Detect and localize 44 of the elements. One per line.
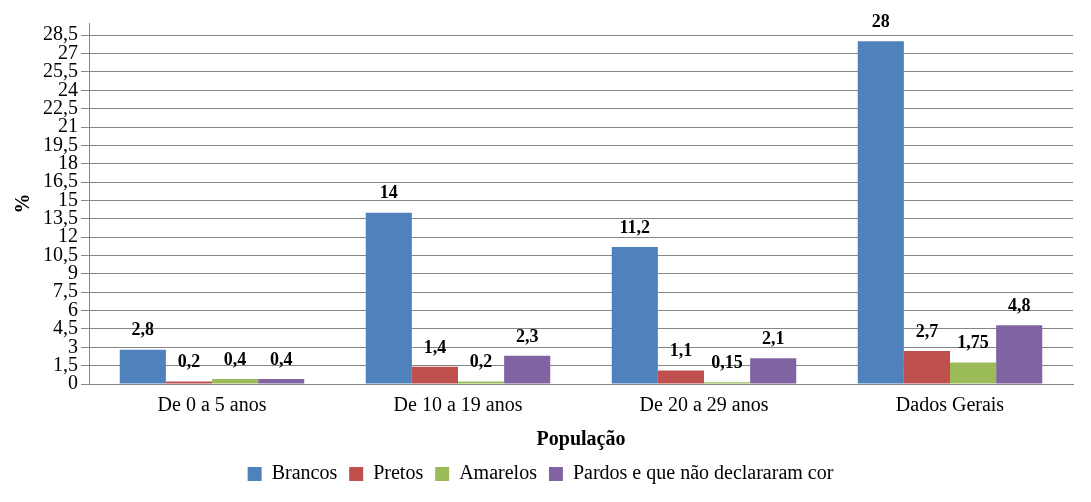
y-tick-label: 28,5 bbox=[43, 22, 78, 45]
bar bbox=[258, 379, 305, 384]
legend-label: Pretos bbox=[373, 461, 424, 484]
legend-label: Pardos e que não declararam cor bbox=[572, 461, 834, 485]
x-tick-label: De 20 a 29 anos bbox=[639, 393, 769, 416]
y-tick-label: 13,5 bbox=[43, 206, 78, 229]
data-label: 0,2 bbox=[177, 351, 201, 372]
bar bbox=[504, 355, 551, 384]
bar bbox=[857, 41, 904, 384]
data-label: 2,1 bbox=[761, 327, 785, 348]
legend-label: Brancos bbox=[271, 461, 338, 484]
y-tick-label: 25,5 bbox=[43, 59, 78, 82]
data-label: 2,8 bbox=[131, 319, 155, 340]
bar bbox=[119, 349, 166, 384]
x-axis-title: População bbox=[536, 427, 626, 451]
bar bbox=[950, 362, 997, 384]
x-tick-label: De 10 a 19 anos bbox=[393, 393, 523, 416]
y-axis-title: % bbox=[11, 193, 34, 214]
data-label: 2,7 bbox=[915, 320, 939, 341]
data-label: 14 bbox=[379, 182, 398, 203]
data-label: 1,1 bbox=[669, 340, 693, 361]
data-label: 1,75 bbox=[957, 332, 989, 353]
data-label: 0,2 bbox=[469, 351, 493, 372]
data-label: 2,3 bbox=[515, 325, 539, 346]
bar bbox=[903, 350, 950, 384]
y-tick-label: 16,5 bbox=[43, 169, 78, 192]
data-label: 4,8 bbox=[1007, 294, 1031, 315]
x-tick-label: Dados Gerais bbox=[895, 393, 1005, 416]
data-label: 0,4 bbox=[223, 348, 247, 369]
bar bbox=[611, 246, 658, 384]
legend-label: Amarelos bbox=[459, 461, 538, 484]
bar bbox=[750, 358, 797, 384]
data-label: 28 bbox=[871, 11, 890, 32]
bar bbox=[212, 379, 259, 384]
bar bbox=[657, 370, 704, 384]
bar bbox=[411, 366, 458, 384]
bar bbox=[996, 325, 1043, 384]
bar bbox=[365, 212, 412, 384]
data-label: 0,15 bbox=[711, 351, 743, 372]
data-label: 0,4 bbox=[269, 348, 293, 369]
x-tick-label: De 0 a 5 anos bbox=[157, 393, 267, 416]
y-tick-label: 22,5 bbox=[43, 95, 78, 118]
data-label: 1,4 bbox=[423, 336, 447, 357]
data-label: 11,2 bbox=[619, 216, 651, 237]
